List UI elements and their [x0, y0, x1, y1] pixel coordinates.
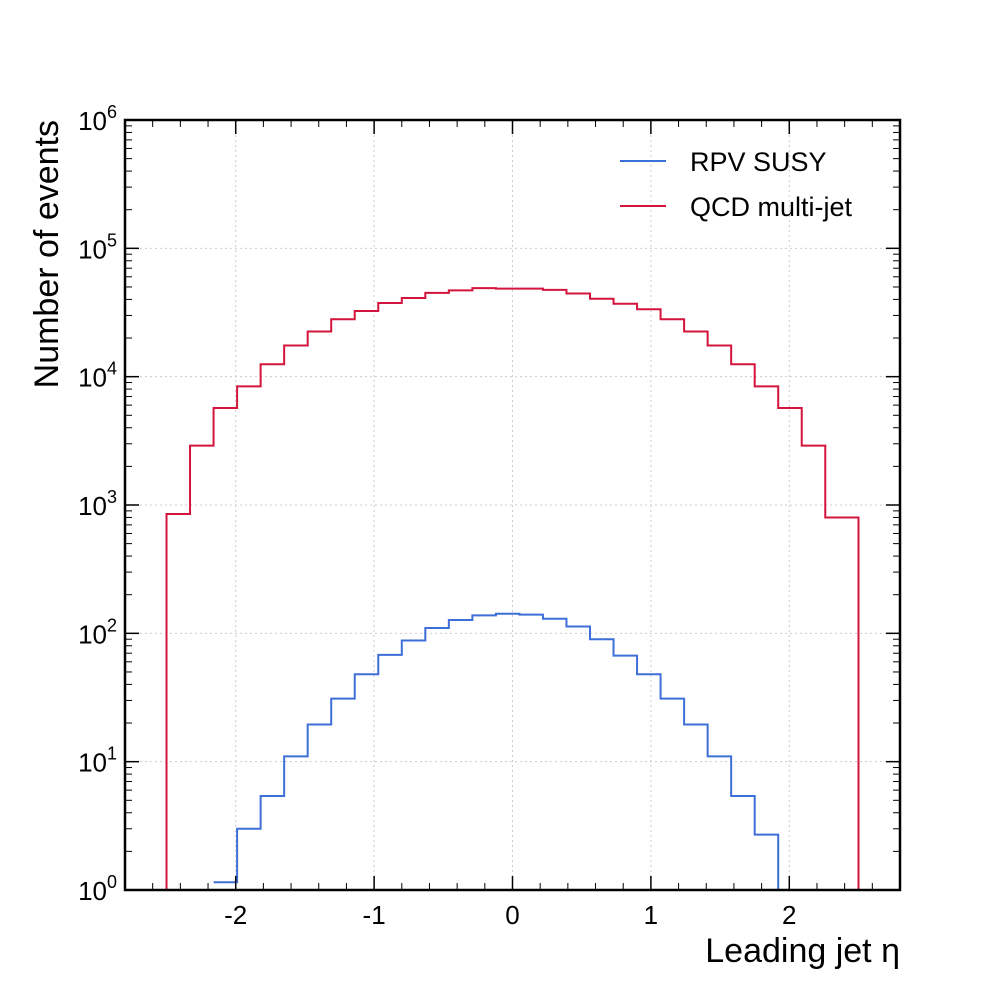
y-tick-label: 100 [78, 872, 117, 906]
legend-label-rpv: RPV SUSY [690, 147, 827, 177]
x-tick-label: 0 [505, 900, 519, 930]
series-layer [165, 287, 860, 891]
y-tick-label: 101 [78, 744, 117, 778]
x-axis-label: Leading jet η [705, 932, 900, 970]
major-ticks [125, 119, 900, 891]
y-tick-label: 102 [78, 615, 117, 649]
x-tick-label: -1 [363, 900, 386, 930]
y-tick-label: 103 [78, 487, 117, 521]
y-axis-label: Number of events [28, 120, 66, 388]
x-tick-label: 2 [782, 900, 796, 930]
grid-lines [125, 120, 900, 890]
legend-label-qcd: QCD multi-jet [690, 192, 853, 222]
y-tick-labels: 100 101 102 103 104 105 106 [78, 102, 117, 906]
series-line-rpv-susy [213, 612, 802, 891]
x-tick-labels: -2 -1 0 1 2 [224, 900, 796, 930]
series-line-qcd-multi-jet [165, 287, 860, 890]
y-tick-label: 105 [78, 230, 117, 264]
y-tick-label: 106 [78, 102, 117, 136]
x-tick-label: 1 [644, 900, 658, 930]
legend: RPV SUSY QCD multi-jet [620, 147, 853, 222]
x-tick-label: -2 [224, 900, 247, 930]
y-tick-label: 104 [78, 359, 117, 393]
